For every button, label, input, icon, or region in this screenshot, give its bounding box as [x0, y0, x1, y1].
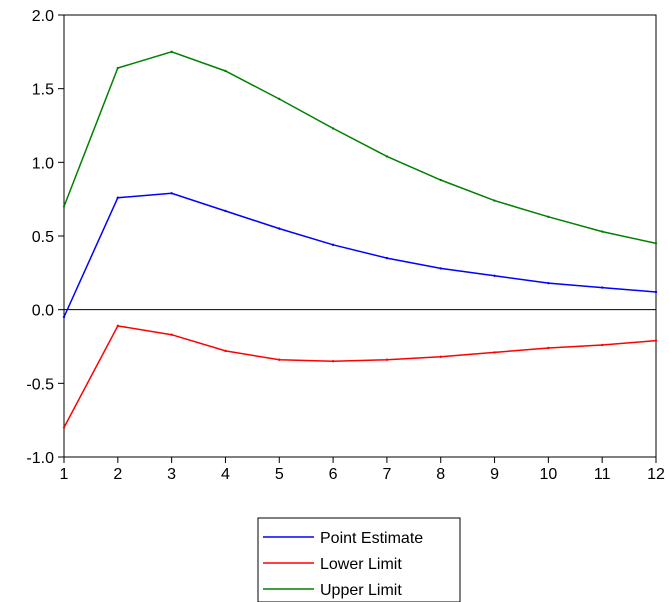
x-tick-label-3: 3 [167, 466, 176, 483]
y-tick-label-2-0: 2.0 [32, 8, 54, 25]
y-tick-label-0-5: 0.5 [32, 229, 54, 246]
data-point-lower-limit-12 [654, 339, 658, 342]
x-tick-label-9: 9 [490, 466, 499, 483]
y-tick-label-1-5: 1.5 [32, 82, 54, 99]
x-tick-label-8: 8 [436, 466, 445, 483]
y-axis: 2.0 1.5 1.0 0.5 0.0 -0.5 -1.0 [26, 8, 64, 467]
legend-box [257, 517, 461, 602]
legend-label-point-estimate: Point Estimate [320, 530, 423, 547]
x-tick-label-6: 6 [329, 466, 338, 483]
data-point-point-estimate-10 [547, 281, 550, 285]
data-point-point-estimate-8 [439, 267, 442, 270]
data-point-lower-limit-10 [547, 346, 550, 350]
plot-frame [63, 14, 657, 458]
data-point-upper-limit-6 [331, 127, 335, 130]
data-point-upper-limit-7 [385, 155, 389, 158]
legend-label-lower-limit: Lower Limit [320, 556, 402, 573]
y-tick-label-1-0: 1.0 [32, 155, 54, 172]
data-point-lower-limit-4 [224, 349, 227, 353]
x-tick-label-2: 2 [113, 466, 122, 483]
data-point-point-estimate-6 [331, 243, 335, 247]
series-line-lower-limit [63, 325, 657, 428]
data-point-point-estimate-12 [654, 290, 658, 294]
data-point-point-estimate-11 [600, 286, 604, 289]
x-tick-label-7: 7 [382, 466, 391, 483]
data-point-lower-limit-11 [600, 343, 604, 347]
data-point-upper-limit-8 [439, 178, 442, 182]
data-point-upper-limit-3 [170, 50, 173, 54]
x-tick-label-4: 4 [221, 466, 230, 483]
data-point-upper-limit-2 [116, 66, 120, 70]
data-point-lower-limit-3 [170, 333, 173, 336]
y-tick-label-0-5: -0.5 [26, 376, 54, 393]
data-point-upper-limit-11 [600, 230, 604, 233]
data-point-upper-limit-9 [493, 199, 496, 202]
data-point-upper-limit-4 [224, 69, 227, 73]
data-point-point-estimate-4 [224, 209, 227, 213]
legend-label-upper-limit: Upper Limit [320, 582, 402, 599]
data-point-point-estimate-9 [493, 274, 496, 277]
data-point-point-estimate-5 [278, 227, 281, 230]
series-line-upper-limit [63, 51, 657, 245]
series-layer [62, 50, 658, 429]
data-point-upper-limit-5 [278, 97, 281, 101]
x-tick-label-5: 5 [275, 466, 284, 483]
data-point-lower-limit-7 [385, 358, 389, 361]
x-tick-label-11: 11 [594, 466, 611, 483]
data-point-upper-limit-10 [547, 215, 550, 219]
data-point-point-estimate-2 [116, 196, 120, 199]
data-point-upper-limit-1 [62, 205, 66, 208]
data-point-lower-limit-1 [62, 426, 66, 429]
data-point-lower-limit-8 [439, 355, 442, 359]
legend: Point Estimate Lower Limit Upper Limit [257, 517, 461, 602]
x-tick-label-1: 1 [60, 466, 69, 483]
data-point-point-estimate-7 [385, 256, 389, 260]
data-point-lower-limit-6 [331, 360, 335, 363]
data-point-upper-limit-12 [654, 242, 658, 245]
data-point-point-estimate-3 [170, 192, 173, 195]
series-line-point-estimate [63, 192, 657, 318]
data-point-point-estimate-1 [62, 315, 66, 319]
x-tick-label-10: 10 [539, 466, 557, 483]
x-tick-label-12: 12 [647, 466, 665, 483]
data-point-lower-limit-2 [116, 324, 120, 328]
x-axis: 1 2 3 4 5 6 7 8 9 10 11 12 [60, 457, 665, 483]
y-tick-label-0-0: 0.0 [32, 303, 54, 320]
data-point-lower-limit-9 [493, 351, 496, 354]
y-tick-label-1-0: -1.0 [26, 450, 54, 467]
data-point-lower-limit-5 [278, 358, 281, 361]
